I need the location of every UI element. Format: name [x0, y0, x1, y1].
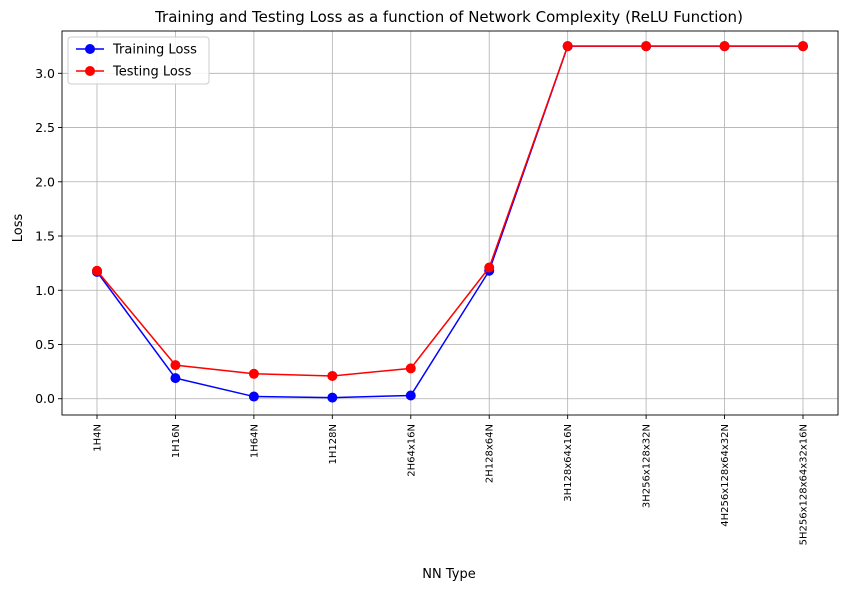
y-axis-label: Loss [11, 214, 26, 243]
chart-title: Training and Testing Loss as a function … [154, 8, 743, 26]
x-tick-label: 4H256x128x64x32N [720, 424, 731, 527]
x-tick-label: 2H64x16N [406, 424, 417, 477]
x-tick-label: 1H64N [249, 424, 260, 458]
data-point-1-4 [405, 363, 416, 374]
legend-marker-1 [85, 66, 95, 76]
data-point-1-6 [562, 41, 573, 52]
y-tick-label: 0.0 [35, 391, 55, 406]
y-tick-label: 2.5 [35, 120, 55, 135]
data-point-1-2 [248, 368, 259, 379]
y-tick-label: 1.5 [35, 229, 55, 244]
legend-label-1: Testing Loss [112, 65, 192, 80]
x-tick-label: 3H128x64x16N [563, 424, 574, 502]
x-tick-label: 1H4N [93, 424, 104, 452]
y-tick-label: 2.0 [35, 174, 55, 189]
legend: Training Loss Testing Loss [67, 36, 210, 85]
x-tick-label: 1H16N [171, 424, 182, 458]
plot-area: 0.0 0.5 1.0 1.5 2.0 2.5 3.0 1H4N 1H16N 1H64N 1H128… [35, 30, 839, 545]
data-point-1-1 [170, 360, 181, 371]
y-tick-label: 0.5 [35, 337, 55, 352]
x-tick-label: 5H256x128x64x32x16N [799, 424, 810, 545]
x-axis-label: NN Type [422, 567, 475, 582]
data-point-0-4 [405, 390, 416, 401]
data-point-0-2 [248, 391, 259, 402]
x-tick-label: 2H128x64N [485, 424, 496, 483]
data-point-1-5 [484, 262, 495, 273]
data-point-0-1 [170, 373, 181, 384]
x-tick-label: 1H128N [328, 424, 339, 464]
data-point-1-8 [719, 41, 730, 52]
legend-label-0: Training Loss [112, 43, 197, 58]
data-point-1-9 [798, 41, 808, 52]
data-point-1-7 [641, 41, 652, 52]
legend-marker-0 [85, 44, 95, 54]
series-line-1 [96, 45, 803, 377]
y-tick-label: 1.0 [35, 283, 55, 298]
x-tick-label: 3H256x128x32N [642, 424, 653, 508]
data-point-0-3 [327, 392, 338, 403]
y-tick-label: 3.0 [35, 66, 55, 81]
data-point-1-0 [92, 265, 102, 276]
data-point-1-3 [327, 370, 338, 381]
plot-frame [61, 30, 839, 416]
series-line-0 [96, 45, 803, 399]
